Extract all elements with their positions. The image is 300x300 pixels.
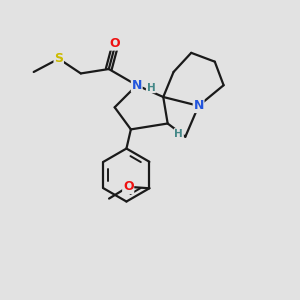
Text: N: N xyxy=(194,99,204,112)
Text: H: H xyxy=(146,82,155,93)
Text: S: S xyxy=(54,52,63,65)
Text: O: O xyxy=(123,180,134,193)
Text: N: N xyxy=(132,79,142,92)
Text: H: H xyxy=(175,129,183,139)
Text: O: O xyxy=(110,37,120,50)
